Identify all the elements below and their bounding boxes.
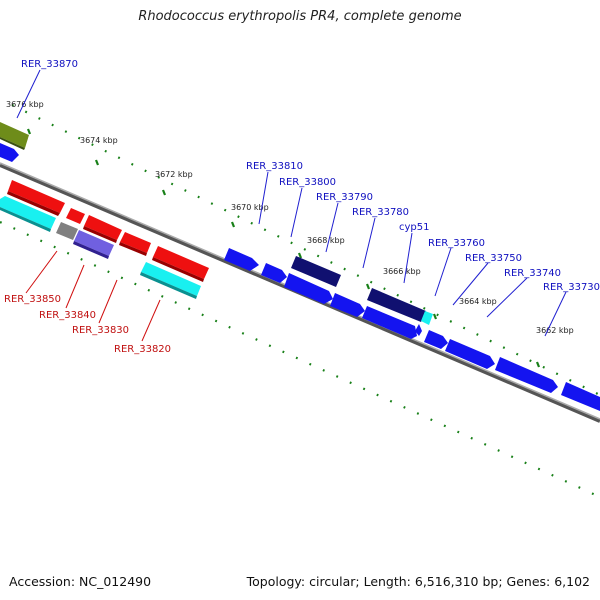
gene-red-5 <box>153 246 209 279</box>
tick-label-3670: 3670 kbp <box>231 203 269 212</box>
gene-features <box>0 122 600 411</box>
gene-label-rer-33760: RER_33760 <box>428 238 485 249</box>
gene-label-rer-33790: RER_33790 <box>316 192 373 203</box>
gene-label-rer-33800: RER_33800 <box>279 177 336 188</box>
gene-blue-2 <box>261 263 287 283</box>
gene-red-2 <box>66 208 85 224</box>
gene-label-rer-33840: RER_33840 <box>39 310 96 321</box>
gene-blue-7 <box>424 330 448 349</box>
forward-leaders <box>16 69 567 337</box>
gene-red-4 <box>120 232 151 253</box>
gene-cyan-1 <box>0 196 56 229</box>
gene-olive <box>0 122 29 148</box>
reverse-leaders <box>25 250 161 342</box>
gene-label-rer-33730: RER_33730 <box>543 282 600 293</box>
gene-blue-8 <box>445 339 495 369</box>
gene-label-rer-33820: RER_33820 <box>114 344 171 355</box>
topology-text: Topology: circular; Length: 6,516,310 bp… <box>246 574 590 589</box>
tick-label-3672: 3672 kbp <box>155 170 193 179</box>
gene-cyan-2 <box>141 262 201 296</box>
gene-blue-3 <box>284 273 333 304</box>
gene-label-rer-33830: RER_33830 <box>72 325 129 336</box>
gene-label-rer-33870: RER_33870 <box>21 59 78 70</box>
tick-label-3662: 3662 kbp <box>536 326 574 335</box>
accession-text: Accession: NC_012490 <box>9 574 152 589</box>
gene-blue-1 <box>224 248 259 271</box>
gene-label-rer-33780: RER_33780 <box>352 207 409 218</box>
gene-label-rer-33810: RER_33810 <box>246 161 303 172</box>
gene-blue-4 <box>330 293 365 317</box>
map-title: Rhodococcus erythropolis PR4, complete g… <box>138 9 462 24</box>
tick-label-3674: 3674 kbp <box>80 136 118 145</box>
gene-blue-5 <box>362 306 417 339</box>
tick-label-3668: 3668 kbp <box>307 236 345 245</box>
gene-blue-9 <box>495 357 558 393</box>
gene-cyan-small <box>421 311 433 325</box>
gene-label-cyp51: cyp51 <box>399 222 430 233</box>
gene-red-3 <box>84 215 122 240</box>
tick-label-3676: 3676 kbp <box>6 100 44 109</box>
gene-navy-1 <box>291 256 341 287</box>
gene-label-rer-33850: RER_33850 <box>4 294 61 305</box>
gene-gray <box>56 222 78 240</box>
tick-label-3664: 3664 kbp <box>459 297 497 306</box>
tick-label-3666: 3666 kbp <box>383 267 421 276</box>
gene-forward-edge <box>0 143 19 162</box>
gene-red-1 <box>8 180 65 213</box>
gene-label-rer-33740: RER_33740 <box>504 268 561 279</box>
gene-navy-2 <box>367 288 426 322</box>
gene-blue-10 <box>561 382 600 411</box>
major-ticks <box>26 128 541 368</box>
gene-blue-6 <box>415 324 422 336</box>
gene-label-rer-33750: RER_33750 <box>465 253 522 264</box>
gene-purple <box>74 230 114 256</box>
